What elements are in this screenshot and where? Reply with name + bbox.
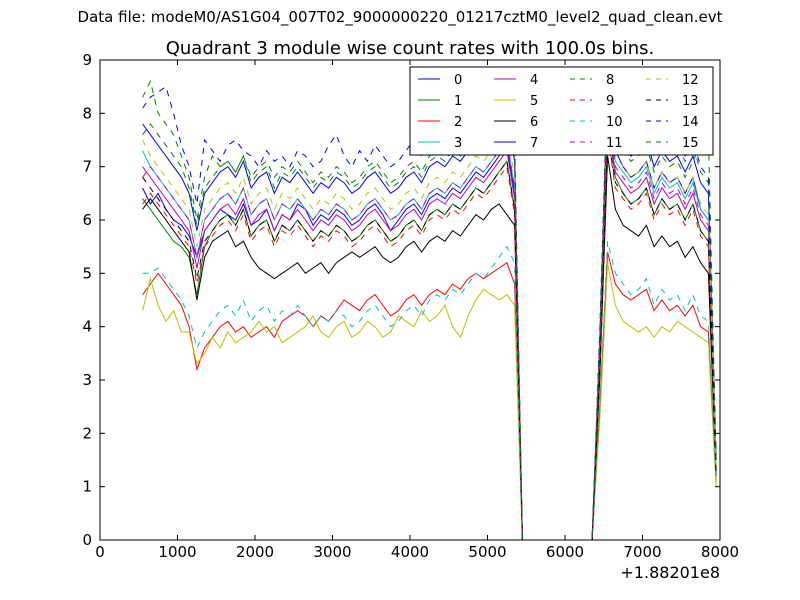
- legend-label-13: 13: [682, 94, 699, 109]
- y-tick-label: 3: [82, 371, 92, 389]
- legend-label-12: 12: [682, 73, 699, 88]
- x-tick-label: 5000: [468, 543, 506, 561]
- series-line-0: [142, 102, 717, 541]
- y-tick-label: 9: [82, 51, 92, 69]
- legend-label-6: 6: [530, 115, 538, 130]
- y-tick-label: 6: [82, 211, 92, 229]
- series-line-2: [142, 251, 717, 541]
- series-line-4: [142, 123, 717, 541]
- series-line-11: [142, 113, 717, 541]
- legend-label-10: 10: [606, 115, 623, 130]
- legend-label-8: 8: [606, 73, 614, 88]
- legend-label-15: 15: [682, 136, 699, 151]
- legend-label-7: 7: [530, 136, 538, 151]
- legend-label-11: 11: [606, 136, 623, 151]
- legend-label-2: 2: [454, 115, 462, 130]
- legend-box: [409, 66, 714, 156]
- series-line-12: [142, 107, 717, 541]
- x-tick-label: 4000: [391, 543, 429, 561]
- series-lines: [142, 75, 717, 541]
- series-line-5: [142, 262, 717, 541]
- series-line-13: [142, 134, 717, 541]
- series-line-10: [142, 241, 717, 541]
- legend-label-14: 14: [682, 115, 699, 130]
- legend-label-1: 1: [454, 94, 462, 109]
- y-tick-label: 7: [82, 158, 92, 176]
- x-offset-label: +1.88201e8: [620, 563, 720, 582]
- x-tick-label: 0: [95, 543, 105, 561]
- axis-ticks: 0 1000 2000 3000 4000 5000 6000 7000 80000123456…: [82, 51, 739, 561]
- x-tick-label: 1000: [158, 543, 196, 561]
- series-line-9: [142, 134, 717, 541]
- y-tick-label: 1: [82, 478, 92, 496]
- x-tick-label: 3000: [313, 543, 351, 561]
- y-tick-label: 2: [82, 424, 92, 442]
- y-tick-label: 8: [82, 104, 92, 122]
- legend-label-0: 0: [454, 73, 462, 88]
- x-tick-label: 6000: [546, 543, 584, 561]
- series-line-6: [142, 155, 717, 541]
- legend-label-9: 9: [606, 94, 614, 109]
- legend-label-3: 3: [454, 136, 462, 151]
- x-tick-label: 2000: [236, 543, 274, 561]
- legend-label-5: 5: [530, 94, 538, 109]
- x-tick-label: 8000: [701, 543, 739, 561]
- y-tick-label: 0: [82, 531, 92, 549]
- x-tick-label: 7000: [623, 543, 661, 561]
- y-tick-label: 4: [82, 318, 92, 336]
- series-line-8: [142, 79, 717, 541]
- series-line-15: [142, 97, 717, 541]
- legend-label-4: 4: [530, 73, 538, 88]
- chart-title: Quadrant 3 module wise count rates with …: [166, 38, 655, 59]
- y-tick-label: 5: [82, 264, 92, 282]
- figure-supertitle: Data file: modeM0/AS1G04_007T02_90000002…: [77, 8, 723, 26]
